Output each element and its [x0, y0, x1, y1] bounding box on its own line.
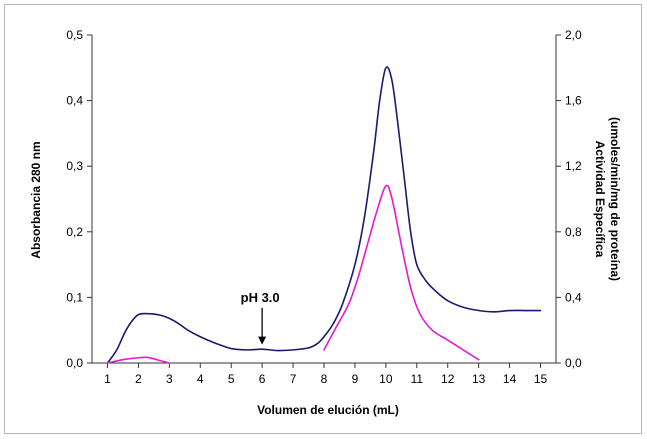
y-tick-label: 0,5 [66, 28, 83, 42]
y-tick-label: 0,0 [66, 356, 83, 370]
x-tick-label: 12 [441, 372, 455, 386]
absorbance-series-line-0 [106, 66, 542, 364]
y-tick-label: 0,2 [66, 225, 83, 239]
activity-series-line-1 [106, 356, 171, 364]
x-tick-label: 11 [411, 372, 424, 386]
x-tick-label: 7 [290, 372, 297, 386]
y2-tick-label: 0,4 [565, 290, 582, 304]
y2-axis-title-line-2: (umoles/min/mg de proteína) [608, 117, 622, 281]
x-tick-label: 6 [259, 372, 266, 386]
x-tick-label: 4 [197, 372, 204, 386]
y2-axis-title-line-1: Actividad Específica [593, 141, 607, 258]
x-tick-label: 15 [534, 372, 548, 386]
ph-annotation-arrow-head [258, 336, 267, 345]
y2-tick-label: 0,8 [565, 225, 582, 239]
ph-annotation-label: pH 3.0 [241, 290, 280, 305]
x-tick-label: 9 [352, 372, 359, 386]
x-axis-title: Volumen de elución (mL) [257, 403, 399, 417]
annotations: pH 3.0 [241, 290, 280, 345]
y2-tick-label: 1,2 [565, 159, 582, 173]
x-tick-label: 1 [104, 372, 111, 386]
y-tick-label: 0,1 [66, 290, 83, 304]
y2-tick-label: 0,0 [565, 356, 582, 370]
y-tick-label: 0,3 [66, 159, 83, 173]
x-tick-label: 14 [503, 372, 517, 386]
y2-tick-label: 2,0 [565, 28, 582, 42]
y-tick-label: 0,4 [66, 94, 83, 108]
y-axis-title: Absorbancia 280 nm [29, 141, 43, 258]
x-tick-label: 5 [228, 372, 235, 386]
activity-series-line-2 [323, 184, 480, 361]
x-tick-label: 8 [321, 372, 328, 386]
y2-tick-label: 1,6 [565, 94, 582, 108]
x-tick-label: 10 [379, 372, 393, 386]
series-layer [106, 66, 542, 364]
x-tick-label: 13 [472, 372, 486, 386]
axes: 1 2 3 4 5 6 7 8 9 10 11 12 13 14 150,00,10,20,30,40,50… [66, 28, 582, 386]
x-tick-label: 3 [166, 372, 173, 386]
x-tick-label: 2 [135, 372, 142, 386]
